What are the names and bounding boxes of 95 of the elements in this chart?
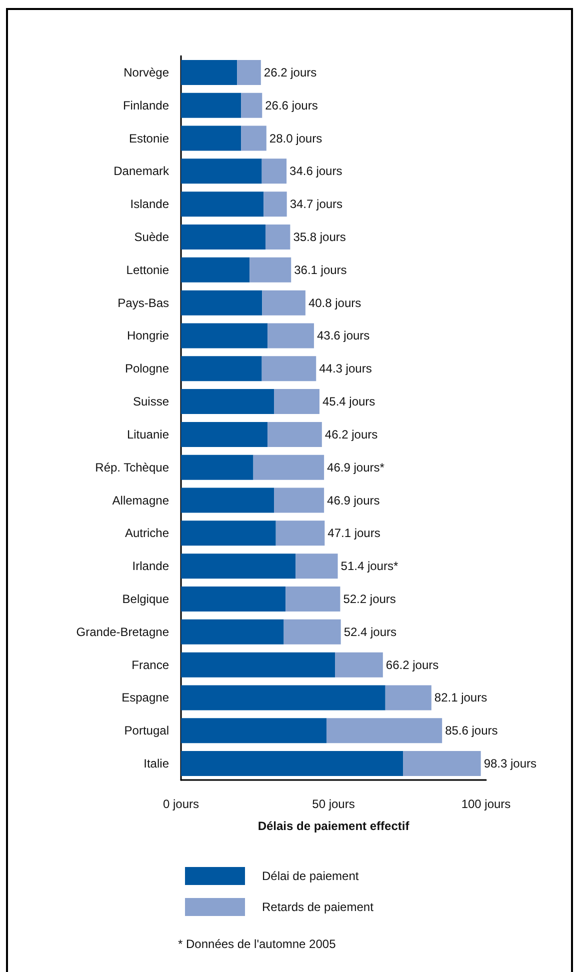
y-tick-label: Autriche <box>124 526 170 540</box>
total-label: 26.2 jours <box>264 65 317 80</box>
total-label: 46.9 jours* <box>327 460 385 474</box>
total-label: 98.3 jours <box>484 756 537 771</box>
bar <box>181 192 264 217</box>
y-tick-label: France <box>132 658 170 672</box>
y-tick-label: Irlande <box>132 559 170 574</box>
bar <box>286 586 340 612</box>
y-tick-label: Pays-Bas <box>118 296 169 310</box>
bar <box>335 652 383 678</box>
legend-label: Délai de paiement <box>262 869 360 883</box>
bar <box>274 488 324 513</box>
total-label: 35.8 jours <box>293 230 346 244</box>
bar <box>403 751 481 776</box>
bar <box>262 356 316 382</box>
bar <box>181 389 274 414</box>
bar <box>284 619 341 644</box>
bar <box>181 60 238 85</box>
x-tick-label: 0 jours <box>162 797 200 811</box>
y-tick-label: Danemark <box>114 164 170 178</box>
y-tick-label: Hongrie <box>126 328 170 343</box>
bar <box>241 92 262 118</box>
bar <box>265 224 290 250</box>
bar <box>181 520 276 546</box>
bar <box>181 751 404 776</box>
y-tick-label: Suisse <box>132 394 170 409</box>
bar <box>181 290 262 316</box>
bar <box>262 158 287 184</box>
bar <box>181 652 336 678</box>
bar <box>326 718 442 744</box>
bar <box>181 422 268 447</box>
bar <box>264 192 287 217</box>
bar <box>276 520 325 546</box>
y-tick-label: Estonie <box>128 131 170 146</box>
y-tick-label: Islande <box>130 197 170 212</box>
y-tick-label: Norvège <box>124 65 170 80</box>
y-tick-label: Italie <box>144 756 170 771</box>
total-label: 46.2 jours <box>324 427 378 442</box>
bar <box>181 718 326 744</box>
total-label: 34.7 jours <box>290 197 343 212</box>
bar <box>296 554 338 579</box>
bar <box>181 454 254 480</box>
bar <box>241 126 266 151</box>
y-tick-label: Allemagne <box>112 493 170 508</box>
total-label: 26.6 jours <box>265 98 318 112</box>
total-label: 43.6 jours <box>316 328 370 343</box>
y-tick-label: Pologne <box>124 362 170 376</box>
x-tick-label: 100 jours <box>461 797 511 811</box>
bar <box>385 685 432 710</box>
bar <box>181 323 268 348</box>
x-axis-title: Délais de paiement effectif <box>258 819 410 833</box>
bar <box>268 422 322 447</box>
bar <box>262 290 306 316</box>
total-label: 34.6 jours <box>290 164 342 178</box>
total-label: 51.4 jours* <box>340 559 398 574</box>
total-label: 45.4 jours <box>322 394 376 409</box>
bar <box>181 586 286 612</box>
total-label: 46.9 jours <box>327 493 380 508</box>
total-label: 82.1 jours <box>434 690 488 705</box>
bar <box>181 158 262 184</box>
bar <box>268 323 314 348</box>
total-label: 40.8 jours <box>308 296 362 310</box>
y-tick-label: Grande-Bretagne <box>76 624 170 639</box>
bar <box>250 257 292 282</box>
total-label: 85.6 jours <box>445 724 498 738</box>
bar <box>181 257 250 282</box>
total-label: 28.0 jours <box>269 131 322 146</box>
x-tick-label: 50 jours <box>312 797 355 811</box>
bar <box>181 224 266 250</box>
bar <box>181 554 296 579</box>
bar <box>181 619 284 644</box>
total-label: 47.1 jours <box>328 526 380 540</box>
bar <box>181 685 386 710</box>
y-tick-label: Finlande <box>122 98 170 112</box>
bar <box>181 92 242 118</box>
y-tick-label: Lettonie <box>126 262 170 277</box>
y-tick-label: Belgique <box>122 592 170 606</box>
bar <box>253 454 324 480</box>
text: * Données de l'automne 2005 <box>178 937 336 951</box>
y-tick-label: Rép. Tchèque <box>95 460 170 474</box>
total-label: 36.1 jours <box>294 262 347 277</box>
bar <box>181 488 274 513</box>
bar <box>181 126 242 151</box>
bar <box>237 60 261 85</box>
y-tick-label: Suède <box>134 230 170 244</box>
bar <box>181 356 262 382</box>
total-label: 52.2 jours <box>343 592 396 606</box>
legend-label: Retards de paiement <box>262 900 374 914</box>
bar <box>274 389 320 414</box>
y-tick-label: Portugal <box>124 724 169 738</box>
y-tick-label: Espagne <box>122 690 170 705</box>
total-label: 66.2 jours <box>386 658 439 672</box>
y-tick-label: Lituanie <box>126 427 170 442</box>
total-label: 44.3 jours <box>319 362 372 376</box>
total-label: 52.4 jours <box>344 624 397 639</box>
